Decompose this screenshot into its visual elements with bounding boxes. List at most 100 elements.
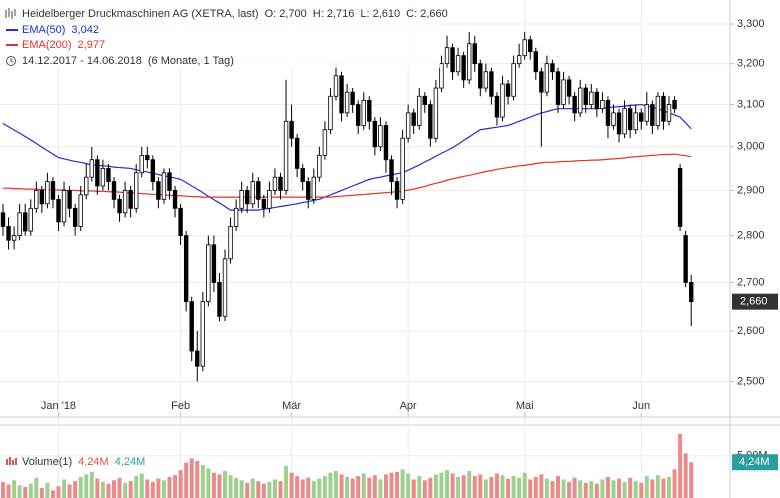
- candle-body: [61, 190, 67, 223]
- volume-bar: [78, 476, 83, 498]
- candle-body: [367, 100, 372, 122]
- candle-body: [528, 39, 533, 53]
- candle-body: [394, 181, 400, 200]
- candle-body: [183, 235, 189, 303]
- candle-body: [555, 71, 561, 105]
- candle-body: [489, 71, 494, 97]
- candle-body: [278, 176, 283, 191]
- candle-body: [222, 258, 228, 317]
- y-tick-label: 2,800: [737, 230, 765, 242]
- candle-body: [95, 159, 100, 187]
- volume-bar: [572, 477, 577, 498]
- candle-body: [439, 63, 444, 89]
- candle-body: [133, 172, 139, 209]
- marks-layer: [0, 31, 694, 498]
- candle-body: [372, 120, 378, 148]
- candle-body: [250, 181, 255, 205]
- candle-body: [306, 181, 311, 200]
- ema-line: [3, 153, 692, 198]
- volume-name: Volume(1): [22, 456, 72, 468]
- candle-body: [89, 159, 94, 178]
- volume-bar: [372, 475, 377, 498]
- legend-name: EMA(50): [22, 24, 65, 36]
- candle-body: [206, 244, 211, 303]
- candle-body: [472, 43, 477, 65]
- volume-bar: [500, 475, 505, 498]
- candle-body: [17, 212, 22, 237]
- volume-bar: [211, 472, 216, 498]
- candle-body: [589, 91, 594, 105]
- x-tick-label: Mär: [282, 400, 301, 412]
- volume-bar: [661, 478, 666, 498]
- volume-bar: [439, 472, 444, 498]
- volume-bar: [239, 480, 244, 498]
- candle-body: [195, 350, 200, 367]
- candle-body: [483, 71, 489, 89]
- volume-bar: [633, 481, 638, 498]
- volume-bar: [356, 476, 361, 498]
- candle-body: [106, 168, 111, 182]
- candle-body: [67, 190, 72, 209]
- volume-bar: [89, 471, 94, 498]
- y-tick-label: 2,900: [737, 184, 765, 196]
- chart-title: Heidelberger Druckmaschinen AG (XETRA, l…: [22, 8, 259, 20]
- volume-bar: [456, 476, 461, 498]
- volume-bar: [200, 465, 205, 498]
- candle-body: [233, 207, 239, 227]
- volume-bar: [1, 481, 5, 498]
- candle-body: [128, 190, 133, 209]
- volume-bar: [489, 476, 494, 498]
- volume-bar: [433, 474, 438, 498]
- volume-bar: [622, 481, 627, 498]
- volume-bar: [417, 476, 422, 498]
- volume-bar: [639, 482, 644, 498]
- volume-bar: [123, 482, 128, 498]
- candle-body: [539, 71, 544, 93]
- volume-bar: [228, 475, 233, 498]
- candle-body: [400, 137, 405, 200]
- candle-body: [217, 282, 222, 317]
- volume-bar: [334, 471, 338, 498]
- candle-body: [405, 112, 411, 139]
- volume-bar: [73, 481, 78, 498]
- candle-body: [272, 176, 278, 191]
- volume-bar: [278, 481, 283, 498]
- candle-body: [533, 51, 538, 73]
- candle-body: [505, 83, 511, 97]
- candle-body: [22, 212, 28, 232]
- candle-body: [355, 104, 361, 126]
- volume-bar: [561, 479, 566, 498]
- volume-bar: [223, 471, 227, 498]
- volume-icon: [6, 457, 17, 465]
- last-price-badge: [732, 293, 778, 310]
- candle-body: [500, 83, 505, 118]
- candle-body: [244, 190, 250, 205]
- volume-bar: [28, 483, 33, 498]
- candle-body: [655, 95, 661, 126]
- volume-bar: [234, 477, 239, 498]
- volume-bar: [539, 474, 544, 498]
- candle-body: [145, 154, 150, 161]
- volume-bar: [184, 462, 189, 498]
- candle-body: [328, 95, 333, 131]
- open-label: O: 2,700: [265, 8, 307, 20]
- volume-bar: [173, 475, 178, 498]
- volume-bar: [678, 433, 683, 498]
- volume-bar: [95, 478, 100, 498]
- volume-bar: [445, 470, 449, 498]
- volume-bar: [345, 476, 350, 498]
- candle-body: [311, 176, 316, 200]
- candle-body: [111, 181, 117, 200]
- volume-bar: [295, 476, 300, 498]
- candle-body: [383, 125, 389, 161]
- close-label: C: 2,660: [406, 8, 448, 20]
- candle-body: [100, 168, 106, 187]
- candle-body: [683, 235, 688, 283]
- candle-body: [333, 75, 339, 97]
- candle-body: [466, 43, 472, 81]
- y-tick-label: 3,300: [737, 18, 765, 30]
- volume-bar: [189, 458, 194, 498]
- candle-body: [578, 87, 583, 114]
- y-tick-label: 2,500: [737, 375, 765, 387]
